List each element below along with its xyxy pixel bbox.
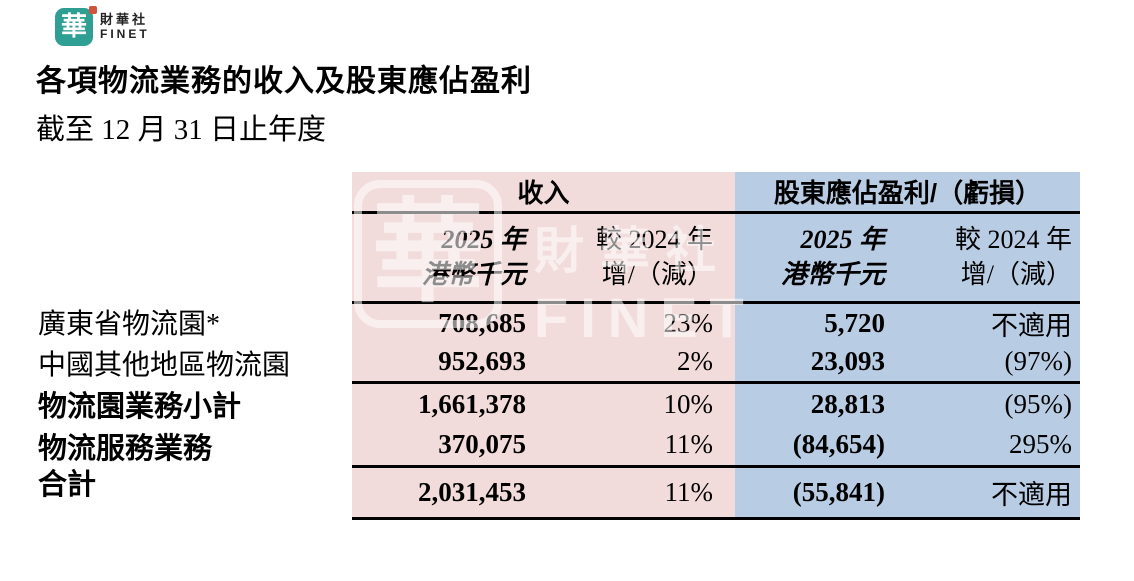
logo-seal-icon — [89, 6, 97, 14]
financials-table-area: 收入 股東應佔盈利/（虧損） 2025 年 港幣千元 較 2024 年 增/（減… — [36, 172, 1081, 520]
col-header-line: 2025 年 — [800, 224, 886, 254]
table-row: 廣東省物流園* 708,685 23% 5,720 不適用 — [36, 302, 1081, 343]
col-header-profit-2025: 2025 年 港幣千元 — [735, 212, 896, 304]
profit-cell: (55,841) — [735, 466, 896, 520]
col-header-profit-change: 較 2024 年 增/（減） — [895, 212, 1081, 304]
table-row: 物流服務業務 370,075 11% (84,654) 295% — [36, 424, 1081, 468]
col-header-line: 較 2024 年 — [596, 224, 714, 254]
col-header-line: 增/（減） — [960, 260, 1073, 289]
profit-change-cell: 295% — [895, 424, 1081, 468]
revenue-change-cell: 2% — [540, 342, 736, 384]
profit-cell: 5,720 — [735, 302, 896, 343]
revenue-change-cell: 10% — [540, 382, 736, 425]
profit-change-cell: 不適用 — [895, 302, 1081, 343]
brand-name-cn: 財華社 — [100, 12, 149, 27]
table-row: 中國其他地區物流園 952,693 2% 23,093 (97%) — [36, 342, 1081, 384]
profit-cell: (84,654) — [735, 424, 896, 468]
profit-change-cell: (97%) — [895, 342, 1081, 384]
revenue-cell: 1,661,378 — [352, 382, 540, 425]
table-row: 物流園業務小計 1,661,378 10% 28,813 (95%) — [36, 382, 1081, 425]
profit-change-cell: 不適用 — [895, 466, 1081, 520]
profit-cell: 28,813 — [735, 382, 896, 425]
group-header-profit: 股東應佔盈利/（虧損） — [735, 172, 1081, 214]
financials-table: 收入 股東應佔盈利/（虧損） 2025 年 港幣千元 較 2024 年 增/（減… — [36, 172, 1081, 520]
row-label: 物流服務業務 — [36, 424, 352, 467]
col-header-line: 2025 年 — [441, 224, 526, 254]
row-label: 合計 — [36, 466, 352, 519]
logo-mark: 華 — [55, 6, 97, 46]
revenue-cell: 370,075 — [352, 424, 540, 468]
revenue-change-cell: 23% — [540, 302, 736, 343]
brand-name-en: FINET — [100, 26, 150, 41]
table-row-total: 合計 2,031,453 11% (55,841) 不適用 — [36, 466, 1081, 520]
group-header-row: 收入 股東應佔盈利/（虧損） — [36, 172, 1081, 214]
col-header-revenue-change: 較 2024 年 增/（減） — [540, 212, 736, 304]
col-header-line: 較 2024 年 — [955, 224, 1073, 254]
row-label: 中國其他地區物流園 — [36, 342, 352, 383]
article-title: 各項物流業務的收入及股東應佔盈利 — [36, 65, 532, 98]
revenue-cell: 952,693 — [352, 342, 540, 384]
row-label: 廣東省物流園* — [36, 302, 352, 343]
column-header-row: 2025 年 港幣千元 較 2024 年 增/（減） 2025 年 港幣千元 較… — [36, 212, 1081, 304]
logo-glyph: 華 — [60, 12, 87, 41]
logo-wordmark: 財華社 FINET — [100, 12, 150, 42]
revenue-change-cell: 11% — [540, 466, 736, 520]
revenue-cell: 2,031,453 — [352, 466, 540, 520]
group-header-revenue: 收入 — [352, 172, 736, 214]
col-header-line: 增/（減） — [601, 260, 714, 289]
revenue-cell: 708,685 — [352, 302, 540, 343]
profit-cell: 23,093 — [735, 342, 896, 384]
column-header-spacer — [36, 212, 352, 302]
profit-change-cell: (95%) — [895, 382, 1081, 425]
period-subtitle: 截至 12 月 31 日止年度 — [36, 114, 327, 146]
col-header-line: 港幣千元 — [781, 260, 886, 289]
row-label: 物流園業務小計 — [36, 382, 352, 425]
revenue-change-cell: 11% — [540, 424, 736, 468]
finet-logo: 華 財華社 FINET — [55, 6, 150, 46]
col-header-revenue-2025: 2025 年 港幣千元 — [352, 212, 540, 304]
col-header-line: 港幣千元 — [421, 260, 526, 289]
group-header-spacer — [36, 172, 352, 212]
